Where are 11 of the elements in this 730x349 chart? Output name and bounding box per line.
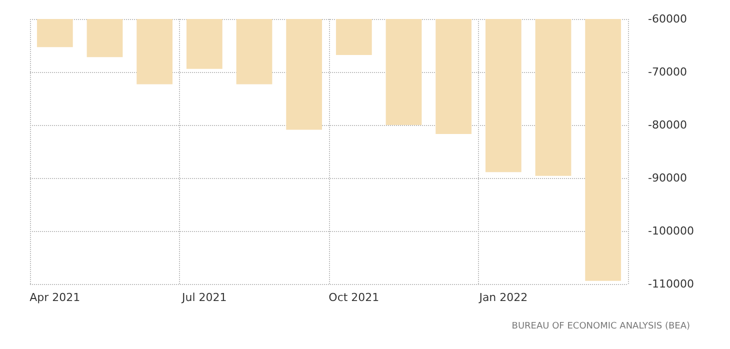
y-tick-label: -90000: [648, 172, 687, 184]
y-tick-label: -110000: [648, 278, 694, 290]
y-tick-label: -100000: [648, 224, 694, 238]
y-tick-label: -70000: [648, 66, 687, 78]
y-tick-label: -60000: [648, 12, 687, 26]
x-tick-label: Jan 2022: [478, 291, 528, 304]
y-tick-label: -80000: [648, 118, 687, 132]
x-tick-label: Oct 2021: [328, 291, 380, 304]
x-tick-label: Apr 2021: [30, 291, 80, 304]
text: BUREAU OF ECONOMIC ANALYSIS (BEA): [512, 322, 690, 332]
x-tick-label: Jul 2021: [181, 291, 227, 304]
